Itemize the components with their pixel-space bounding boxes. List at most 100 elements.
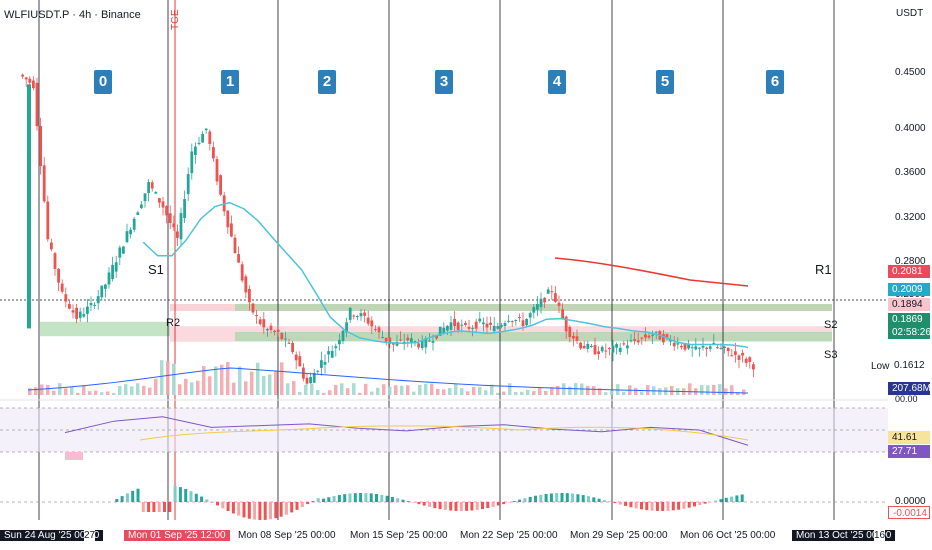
candle-body xyxy=(428,340,431,342)
price-tick: 0.4500 xyxy=(895,67,926,79)
volume-bar xyxy=(520,391,524,395)
candle-body xyxy=(345,322,348,333)
volume-bar xyxy=(232,382,236,395)
volume-bar xyxy=(622,391,626,395)
candle-body xyxy=(194,146,197,155)
candle-body xyxy=(748,357,752,362)
candle-body xyxy=(359,313,363,317)
volume-bar xyxy=(418,385,422,395)
candle-body xyxy=(626,345,629,349)
candle-body xyxy=(266,329,269,331)
candle-body xyxy=(723,346,726,348)
price-tag: 0.1869 xyxy=(888,313,930,326)
candle-body xyxy=(366,317,370,324)
volume-bar xyxy=(322,392,326,395)
macd-bar xyxy=(703,502,707,504)
candle-body xyxy=(338,339,341,345)
macd-bar xyxy=(496,502,500,506)
volume-bar xyxy=(406,385,410,395)
macd-bar xyxy=(724,497,728,502)
rsi-tag: 27.71 xyxy=(888,445,930,458)
candle-body xyxy=(604,350,608,352)
volume-bar xyxy=(442,389,446,395)
macd-bar xyxy=(247,502,251,519)
candle-body xyxy=(244,276,248,293)
candle-body xyxy=(532,307,536,313)
candle-body xyxy=(514,320,518,322)
macd-bar xyxy=(454,502,458,511)
volume-bar xyxy=(148,387,152,395)
candle-body xyxy=(24,77,28,80)
week-badge: 5 xyxy=(656,70,674,94)
price-tick: 0.4000 xyxy=(895,122,926,134)
macd-bar xyxy=(677,502,681,510)
price-tick: 0.2800 xyxy=(895,255,926,267)
candle-body xyxy=(93,304,96,306)
candle-body xyxy=(503,323,507,327)
macd-bar xyxy=(544,493,548,502)
candle-body xyxy=(669,339,672,342)
candle-body xyxy=(212,147,215,159)
volume-bar xyxy=(484,390,488,395)
price-tag: 02:58:26 xyxy=(888,326,931,339)
volume-bar xyxy=(364,383,368,395)
time-tick: Mon 13 Oct '25 00:00 xyxy=(792,530,896,541)
candle-body xyxy=(392,342,395,345)
macd-bar xyxy=(157,502,161,512)
macd-bar xyxy=(242,502,246,518)
volume-bar xyxy=(244,381,248,395)
week-badge: 0 xyxy=(94,70,112,94)
volume-bar xyxy=(550,387,554,395)
volume-bar xyxy=(250,371,254,395)
volume-bar xyxy=(214,366,218,395)
low-label: Low xyxy=(868,360,893,373)
candle-body xyxy=(309,376,312,384)
candle-body xyxy=(53,253,57,269)
candle-body xyxy=(737,355,741,361)
candle-body xyxy=(86,306,89,314)
candle-body xyxy=(482,322,485,325)
candle-body xyxy=(543,297,546,303)
candle-body xyxy=(122,246,125,254)
macd-bar xyxy=(200,496,204,502)
candle-body xyxy=(262,319,266,328)
candle-body xyxy=(312,372,316,383)
price-tag: 0.2009 xyxy=(888,283,930,296)
volume-bar xyxy=(160,360,164,395)
volume-bar xyxy=(400,385,404,395)
volume-bar xyxy=(292,381,296,395)
time-tick: Mon 22 Sep '25 00:00 xyxy=(460,530,558,541)
week-badge: 4 xyxy=(548,70,566,94)
candle-body xyxy=(50,242,53,250)
macd-bar xyxy=(555,493,559,502)
candle-body xyxy=(471,327,474,329)
candle-body xyxy=(64,294,68,302)
candle-body xyxy=(129,229,132,235)
macd-bar xyxy=(359,493,363,502)
volume-bar xyxy=(532,391,536,395)
ma-long-line xyxy=(554,257,749,287)
candle-body xyxy=(323,361,327,365)
candle-body xyxy=(125,231,129,243)
candle-body xyxy=(208,131,212,144)
candle-body xyxy=(258,319,262,325)
volume-bar xyxy=(634,388,638,395)
candle-body xyxy=(57,268,60,283)
volume-bar xyxy=(274,370,278,395)
volume-bar xyxy=(94,390,98,395)
candle-body xyxy=(348,307,352,320)
candle-body xyxy=(201,134,204,143)
candle-body xyxy=(525,318,528,326)
macd-bar xyxy=(687,502,691,508)
volume-bar xyxy=(412,391,416,395)
candle-body xyxy=(417,343,420,348)
candle-body xyxy=(618,347,622,353)
candle-body xyxy=(381,337,384,339)
candle-body xyxy=(489,322,492,325)
candle-body xyxy=(431,341,435,343)
volume-bar xyxy=(508,383,512,395)
macd-bar xyxy=(141,502,145,512)
candle-body xyxy=(320,360,323,368)
volume-bar xyxy=(202,366,206,395)
